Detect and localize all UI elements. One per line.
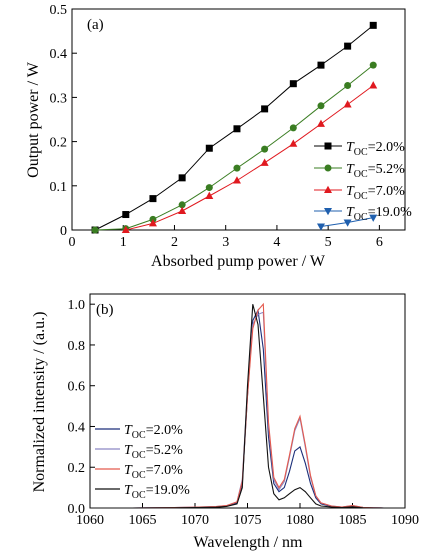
panel-a-ylabel: Output power / W — [25, 61, 42, 178]
panel-b-xlabel: Wavelength / nm — [194, 534, 303, 551]
x-tick-label: 4 — [273, 235, 280, 250]
data-point-triangle-up — [232, 176, 241, 184]
y-tick-label: 0.6 — [68, 380, 86, 395]
data-point-circle — [261, 145, 269, 153]
panel-b-ylabel: Normalized intensity / (a.u.) — [31, 312, 48, 493]
data-point-triangle-up — [343, 100, 352, 108]
y-tick-label: 0.2 — [50, 136, 68, 151]
x-tick-label: 1060 — [76, 513, 104, 528]
data-point-triangle-up — [205, 191, 214, 199]
data-point-circle — [317, 102, 325, 110]
data-point-square — [369, 21, 377, 29]
x-tick-label: 2 — [171, 235, 178, 250]
x-tick-label: 1 — [120, 235, 127, 250]
panel-a-output-power-chart: 0 1 2 3 4 5 6 0 0.1 0.2 0.3 0.4 0.5 TOC=2.0% TOC=5.2%… — [25, 3, 412, 270]
y-tick-label: 0.5 — [50, 3, 68, 18]
legend-label: TOC=19.0% — [124, 483, 190, 501]
x-tick-label: 6 — [376, 235, 383, 250]
data-point-square — [122, 211, 130, 219]
x-tick-label: 1080 — [286, 513, 314, 528]
panel-b-spectrum-chart: 1060 1065 1070 1075 1080 1085 1090 0.0 0.2 0.4 0.6… — [31, 293, 420, 551]
data-point-square — [324, 142, 332, 150]
data-point-square — [205, 144, 213, 152]
data-point-square — [178, 174, 186, 182]
data-point-triangle-down — [369, 214, 378, 222]
x-tick-label: 1075 — [234, 513, 262, 528]
data-point-circle — [324, 164, 332, 172]
data-point-circle — [289, 124, 297, 132]
data-point-circle — [344, 81, 352, 89]
data-point-square — [289, 80, 297, 88]
panel-b-label: (b) — [96, 302, 114, 318]
panel-a-ticks: 0 1 2 3 4 5 6 0 0.1 0.2 0.3 0.4 0.5 — [50, 3, 383, 250]
y-tick-label: 0.2 — [68, 461, 86, 476]
spectrum-line-3 — [90, 304, 405, 509]
panel-a-label: (a) — [87, 17, 104, 33]
data-point-triangle-up — [324, 185, 332, 193]
legend-label: TOC=5.2% — [346, 162, 405, 180]
data-point-circle — [369, 61, 377, 69]
data-point-triangle-up — [260, 158, 269, 166]
y-tick-label: 0.0 — [68, 502, 86, 517]
data-point-triangle-up — [178, 206, 187, 214]
legend-label: TOC=5.2% — [124, 443, 183, 461]
y-tick-label: 0.1 — [50, 180, 68, 195]
y-tick-label: 0 — [60, 224, 67, 239]
legend-label: TOC=7.0% — [346, 184, 405, 202]
series-line-2 — [125, 85, 374, 231]
spectrum-line-2 — [90, 302, 405, 509]
panel-a-series — [91, 21, 378, 234]
y-tick-label: 0.4 — [50, 47, 68, 62]
panel-b-ticks: 1060 1065 1070 1075 1080 1085 1090 0.0 0.2 0.4 0.6… — [68, 298, 420, 528]
data-point-square — [233, 125, 241, 133]
x-tick-label: 1090 — [391, 513, 419, 528]
y-tick-label: 1.0 — [68, 298, 86, 313]
legend-label: TOC=19.0% — [346, 205, 412, 223]
data-point-circle — [178, 201, 186, 209]
x-tick-label: 1065 — [129, 513, 157, 528]
data-point-square — [149, 195, 157, 203]
data-point-triangle-up — [289, 139, 298, 147]
data-point-circle — [233, 164, 241, 172]
data-point-square — [317, 61, 325, 69]
legend-label: TOC=7.0% — [124, 463, 183, 481]
panel-a-xlabel: Absorbed pump power / W — [151, 253, 326, 270]
data-point-circle — [205, 184, 213, 192]
data-point-triangle-up — [316, 119, 325, 127]
panel-a-legend: TOC=2.0% TOC=5.2% TOC=7.0% TOC=19.0% — [314, 140, 412, 223]
data-point-triangle-down — [324, 208, 332, 216]
legend-label: TOC=2.0% — [124, 423, 183, 441]
panel-b-series — [90, 302, 405, 509]
legend-label: TOC=2.0% — [346, 140, 405, 158]
y-tick-label: 0.4 — [68, 420, 86, 435]
data-point-triangle-down — [316, 223, 325, 231]
data-point-square — [344, 42, 352, 50]
y-tick-label: 0.3 — [50, 91, 68, 106]
data-point-triangle-up — [148, 219, 157, 227]
data-point-circle — [91, 226, 99, 234]
data-point-triangle-down — [343, 219, 352, 227]
data-point-square — [261, 105, 269, 113]
panel-a-plot-frame — [71, 8, 406, 231]
x-tick-label: 1070 — [181, 513, 209, 528]
panel-b-legend: TOC=2.0% TOC=5.2% TOC=7.0% TOC=19.0% — [95, 423, 190, 501]
x-tick-label: 5 — [325, 235, 332, 250]
data-point-triangle-up — [369, 81, 378, 89]
x-tick-label: 3 — [222, 235, 229, 250]
data-point-triangle-up — [121, 225, 130, 233]
y-tick-label: 0.8 — [68, 339, 86, 354]
x-tick-label: 1085 — [339, 513, 367, 528]
x-tick-label: 0 — [69, 235, 76, 250]
